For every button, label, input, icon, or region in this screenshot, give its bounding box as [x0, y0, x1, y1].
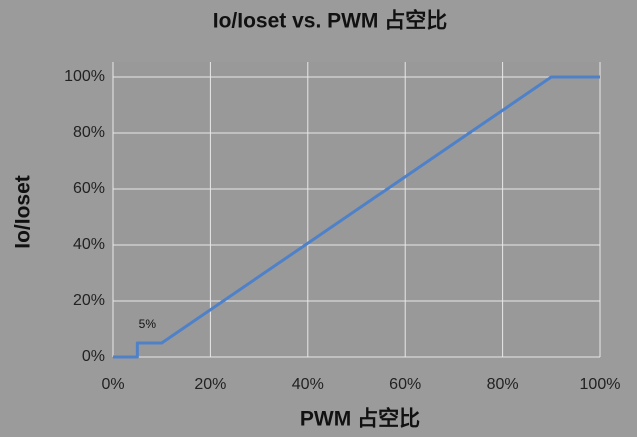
- x-tick-label: 20%: [194, 376, 226, 393]
- y-tick-label: 60%: [73, 180, 105, 197]
- annotation: 5%: [139, 317, 157, 331]
- y-tick-label: 80%: [73, 124, 105, 141]
- y-axis-label: Io/Ioset: [12, 175, 35, 249]
- x-tick-label: 100%: [580, 376, 621, 393]
- x-axis-label: PWM 占空比: [300, 407, 420, 431]
- y-tick-label: 40%: [73, 236, 105, 253]
- data-line: [113, 75, 600, 359]
- x-tick-label: 0%: [101, 376, 124, 393]
- y-tick-label: 0%: [82, 348, 105, 365]
- chart-title: Io/Ioset vs. PWM 占空比: [213, 9, 448, 33]
- y-tick-label: 100%: [64, 68, 105, 85]
- x-tick-label: 60%: [389, 376, 421, 393]
- x-tick-label: 40%: [292, 376, 324, 393]
- y-tick-label: 20%: [73, 292, 105, 309]
- x-tick-label: 80%: [487, 376, 519, 393]
